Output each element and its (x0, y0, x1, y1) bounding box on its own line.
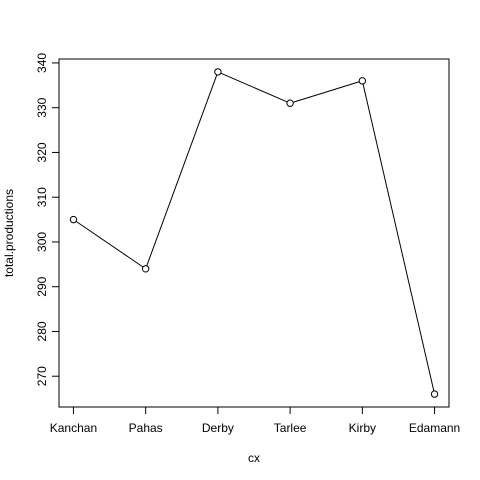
line-segment (362, 83, 435, 392)
y-tick-label: 310 (35, 187, 49, 207)
y-tick-label: 340 (35, 53, 49, 73)
x-tick-label: Kirby (349, 421, 376, 435)
x-tick-label: Tarlee (274, 421, 307, 435)
y-axis-label: total.productions (2, 189, 16, 277)
data-point (141, 265, 150, 273)
y-tick-label: 270 (35, 366, 49, 386)
x-axis-label: cx (248, 451, 260, 465)
plot-area-box (58, 58, 450, 408)
data-point (69, 215, 78, 224)
x-tick-label: Derby (202, 421, 234, 435)
data-point (358, 77, 367, 85)
data-point (214, 68, 222, 76)
y-tick-label: 330 (35, 97, 49, 117)
data-point (430, 390, 439, 398)
x-tick-label: Edamann (409, 421, 460, 435)
x-tick-label: Pahas (129, 421, 163, 435)
data-point (286, 99, 294, 107)
line-segment (220, 72, 288, 103)
line-segment (146, 74, 218, 266)
x-tick-label: Kanchan (50, 421, 97, 435)
y-tick-label: 300 (35, 232, 49, 252)
y-tick-label: 290 (35, 276, 49, 296)
line-segment (293, 81, 360, 103)
series-total-productions (69, 68, 439, 398)
x-axis: Kanchan Pahas Derby Tarlee Kirby Edamann (50, 406, 460, 435)
y-axis: 270 280 290 300 310 320 330 340 (35, 53, 60, 386)
line-segment (75, 220, 144, 268)
y-tick-label: 320 (35, 142, 49, 162)
y-tick-label: 280 (35, 321, 49, 341)
